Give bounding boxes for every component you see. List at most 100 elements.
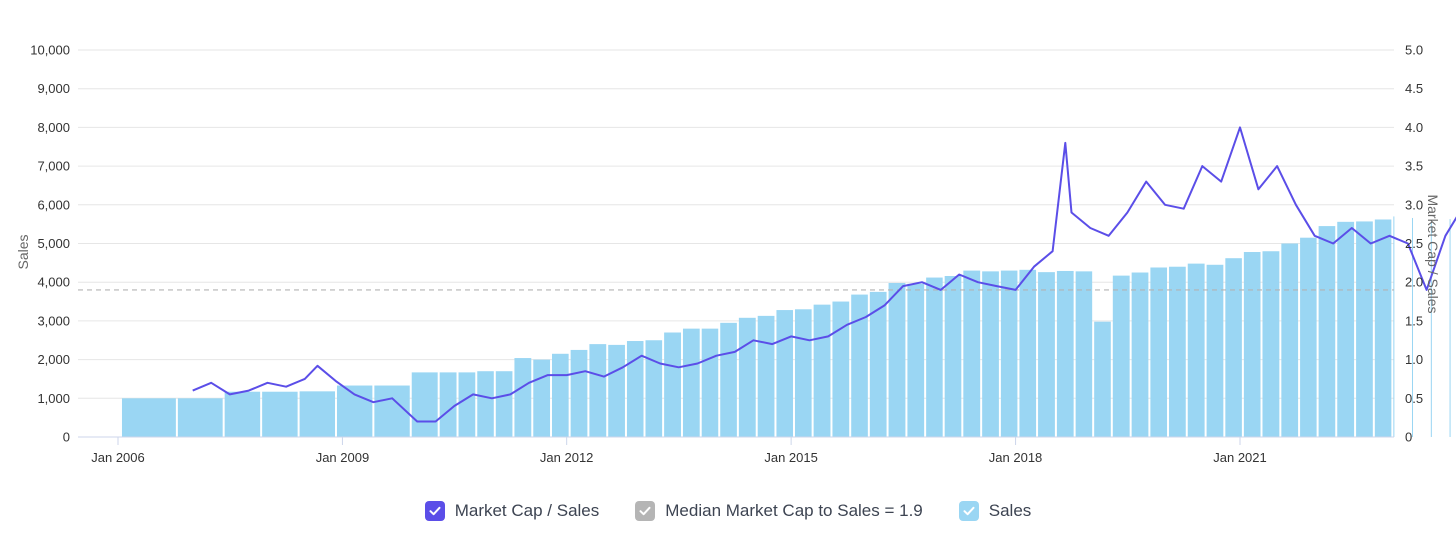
sales-bars[interactable] bbox=[121, 82, 1456, 438]
sales-bar[interactable] bbox=[851, 294, 868, 437]
sales-bar[interactable] bbox=[645, 340, 663, 437]
x-tick-label: Jan 2021 bbox=[1213, 450, 1267, 465]
sales-bar[interactable] bbox=[514, 358, 532, 437]
sales-bar[interactable] bbox=[589, 344, 607, 437]
x-tick-label: Jan 2012 bbox=[540, 450, 594, 465]
sales-bar[interactable] bbox=[336, 385, 373, 437]
sales-bar[interactable] bbox=[907, 283, 925, 437]
sales-bar[interactable] bbox=[1243, 252, 1261, 437]
y-right-tick-label: 4.5 bbox=[1405, 81, 1423, 96]
sales-bar[interactable] bbox=[495, 371, 513, 437]
y-left-tick-label: 1,000 bbox=[37, 391, 70, 406]
sales-bar[interactable] bbox=[224, 391, 261, 437]
y-right-tick-label: 1.0 bbox=[1405, 352, 1423, 367]
sales-bar[interactable] bbox=[738, 317, 756, 437]
sales-bar[interactable] bbox=[757, 315, 775, 437]
y-left-tick-label: 4,000 bbox=[37, 275, 70, 290]
sales-bar[interactable] bbox=[701, 328, 719, 437]
sales-bar[interactable] bbox=[1356, 221, 1373, 437]
sales-bar[interactable] bbox=[1075, 271, 1093, 437]
y-axis-right-title: Market Cap / Sales bbox=[1425, 194, 1441, 313]
sales-bar[interactable] bbox=[664, 332, 681, 437]
x-tick-label: Jan 2006 bbox=[91, 450, 145, 465]
legend-item-sales[interactable]: Sales bbox=[958, 501, 1032, 521]
sales-bar[interactable] bbox=[121, 398, 176, 437]
legend-label: Sales bbox=[988, 501, 1032, 520]
y-right-tick-label: 0.5 bbox=[1405, 391, 1423, 406]
sales-bar[interactable] bbox=[963, 270, 981, 437]
market-cap-sales-line[interactable] bbox=[192, 50, 1456, 423]
sales-bar[interactable] bbox=[608, 344, 625, 437]
sales-bar[interactable] bbox=[1150, 267, 1168, 437]
y-right-tick-label: 3.5 bbox=[1405, 159, 1423, 174]
y-left-tick-label: 2,000 bbox=[37, 352, 70, 367]
checkbox-checked-icon[interactable] bbox=[424, 501, 445, 521]
sales-bar[interactable] bbox=[1131, 272, 1149, 437]
sales-bar[interactable] bbox=[177, 398, 223, 437]
sales-bar[interactable] bbox=[552, 353, 569, 437]
y-right-tick-label: 0 bbox=[1405, 430, 1412, 445]
sales-bar[interactable] bbox=[570, 349, 588, 437]
sales-bar[interactable] bbox=[439, 372, 457, 437]
sales-bar[interactable] bbox=[794, 309, 812, 437]
market-cap-sales-path[interactable] bbox=[192, 50, 1456, 423]
sales-bar[interactable] bbox=[1169, 266, 1186, 437]
y-right-tick-label: 2.0 bbox=[1405, 275, 1423, 290]
sales-bar[interactable] bbox=[1449, 219, 1451, 437]
legend-label: Median Market Cap to Sales = 1.9 bbox=[665, 501, 923, 520]
sales-bar[interactable] bbox=[1393, 216, 1395, 437]
y-left-tick-label: 3,000 bbox=[37, 313, 70, 328]
sales-bar[interactable] bbox=[813, 304, 831, 437]
sales-bar[interactable] bbox=[1000, 270, 1018, 437]
y-axis-left-title: Sales bbox=[15, 234, 31, 269]
sales-bar[interactable] bbox=[1094, 321, 1111, 437]
sales-bar[interactable] bbox=[1262, 251, 1280, 437]
checkbox-checked-icon[interactable] bbox=[635, 501, 656, 521]
sales-bar[interactable] bbox=[458, 372, 476, 437]
sales-bar[interactable] bbox=[776, 310, 793, 437]
legend-item-median[interactable]: Median Market Cap to Sales = 1.9 bbox=[635, 501, 923, 521]
sales-bar[interactable] bbox=[626, 341, 644, 437]
sales-bar[interactable] bbox=[262, 391, 298, 437]
y-left-tick-label: 5,000 bbox=[37, 236, 70, 251]
sales-bar[interactable] bbox=[533, 359, 551, 437]
x-tick-label: Jan 2015 bbox=[764, 450, 818, 465]
sales-bar[interactable] bbox=[374, 385, 410, 437]
sales-bar[interactable] bbox=[411, 372, 438, 437]
y-left-tick-label: 6,000 bbox=[37, 197, 70, 212]
sales-bar[interactable] bbox=[1206, 264, 1224, 437]
sales-bar[interactable] bbox=[1225, 258, 1242, 437]
sales-bar[interactable] bbox=[1430, 222, 1432, 437]
y-right-tick-label: 4.0 bbox=[1405, 120, 1423, 135]
legend: Market Cap / Sales Median Market Cap to … bbox=[0, 496, 1456, 526]
legend-item-market-cap-sales[interactable]: Market Cap / Sales bbox=[424, 501, 599, 521]
sales-bar[interactable] bbox=[832, 301, 850, 437]
x-tick-label: Jan 2018 bbox=[989, 450, 1043, 465]
sales-bar[interactable] bbox=[1056, 270, 1074, 437]
axes: 0 0 1,000 0.5 2,000 1.0 3,000 1.5 4,000 2.0 5,000 2… bbox=[30, 43, 1423, 466]
sales-bar[interactable] bbox=[1318, 226, 1336, 437]
sales-bar[interactable] bbox=[1337, 221, 1355, 437]
sales-bar[interactable] bbox=[982, 271, 999, 437]
checkbox-checked-icon[interactable] bbox=[958, 501, 979, 521]
x-tick-label: Jan 2009 bbox=[316, 450, 370, 465]
sales-bar[interactable] bbox=[1300, 237, 1317, 437]
sales-bar[interactable] bbox=[888, 282, 906, 437]
y-left-tick-label: 9,000 bbox=[37, 81, 70, 96]
sales-bar[interactable] bbox=[926, 277, 943, 437]
sales-bar[interactable] bbox=[869, 291, 887, 437]
sales-bar[interactable] bbox=[477, 371, 494, 437]
sales-bar[interactable] bbox=[1281, 243, 1299, 438]
sales-bar[interactable] bbox=[682, 328, 700, 437]
sales-bar[interactable] bbox=[1019, 269, 1037, 437]
sales-bar[interactable] bbox=[1187, 263, 1205, 437]
y-right-tick-label: 1.5 bbox=[1405, 313, 1423, 328]
sales-bar[interactable] bbox=[1374, 219, 1392, 437]
sales-bar[interactable] bbox=[1411, 217, 1413, 437]
sales-bar[interactable] bbox=[1112, 275, 1130, 437]
sales-bar[interactable] bbox=[720, 322, 737, 437]
sales-bar[interactable] bbox=[299, 391, 335, 437]
sales-bar[interactable] bbox=[944, 276, 962, 437]
sales-bar[interactable] bbox=[1038, 272, 1055, 437]
y-right-tick-label: 5.0 bbox=[1405, 43, 1423, 58]
